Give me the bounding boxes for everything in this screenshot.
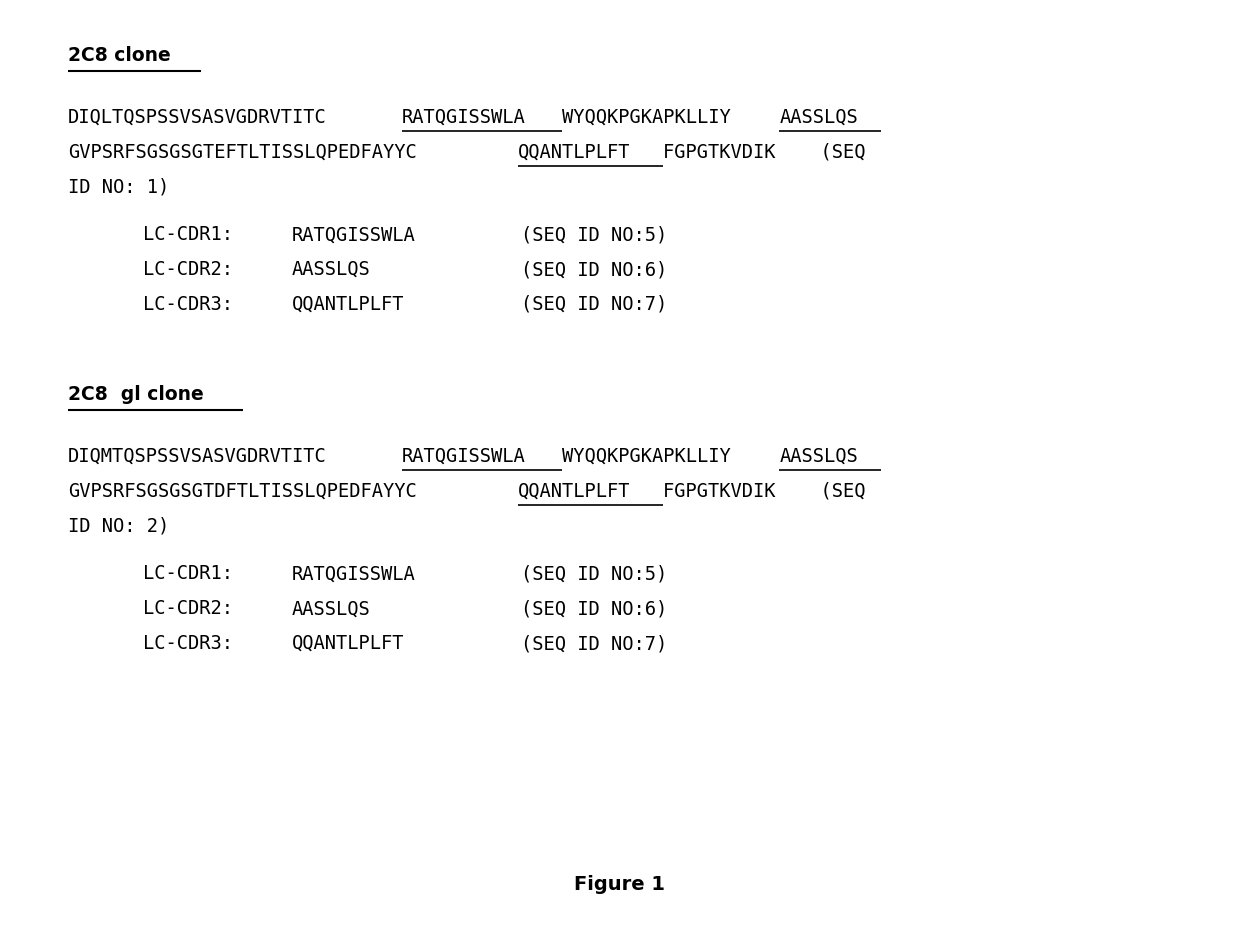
Text: (SEQ ID NO:7): (SEQ ID NO:7) xyxy=(521,634,667,653)
Text: LC-CDR3:: LC-CDR3: xyxy=(143,295,233,314)
Text: RATQGISSWLA: RATQGISSWLA xyxy=(402,447,526,465)
Text: RATQGISSWLA: RATQGISSWLA xyxy=(402,107,526,126)
Text: QQANTLPLFT: QQANTLPLFT xyxy=(291,634,404,653)
Text: (SEQ ID NO:5): (SEQ ID NO:5) xyxy=(521,225,667,244)
Text: RATQGISSWLA: RATQGISSWLA xyxy=(291,225,415,244)
Text: DIQMTQSPSSVSASVGDRVTITC: DIQMTQSPSSVSASVGDRVTITC xyxy=(68,447,327,465)
Text: (SEQ ID NO:6): (SEQ ID NO:6) xyxy=(521,599,667,618)
Text: LC-CDR2:: LC-CDR2: xyxy=(143,260,233,279)
Text: Figure 1: Figure 1 xyxy=(574,875,666,894)
Text: FGPGTKVDIK    (SEQ: FGPGTKVDIK (SEQ xyxy=(663,142,866,161)
Text: LC-CDR3:: LC-CDR3: xyxy=(143,634,233,653)
Text: ID NO: 2): ID NO: 2) xyxy=(68,516,170,535)
Text: WYQQKPGKAPKLLIY: WYQQKPGKAPKLLIY xyxy=(562,107,730,126)
Text: QQANTLPLFT: QQANTLPLFT xyxy=(291,295,404,314)
Text: GVPSRFSGSGSGTEFTLTISSLQPEDFAYYC: GVPSRFSGSGSGTEFTLTISSLQPEDFAYYC xyxy=(68,142,417,161)
Text: AASSLQS: AASSLQS xyxy=(291,260,371,279)
Text: AASSLQS: AASSLQS xyxy=(780,447,858,465)
Text: (SEQ ID NO:6): (SEQ ID NO:6) xyxy=(521,260,667,279)
Text: (SEQ ID NO:7): (SEQ ID NO:7) xyxy=(521,295,667,314)
Text: LC-CDR2:: LC-CDR2: xyxy=(143,599,233,618)
Text: QQANTLPLFT: QQANTLPLFT xyxy=(518,142,631,161)
Text: DIQLTQSPSSVSASVGDRVTITC: DIQLTQSPSSVSASVGDRVTITC xyxy=(68,107,327,126)
Text: QQANTLPLFT: QQANTLPLFT xyxy=(518,481,631,500)
Text: 2C8  gl clone: 2C8 gl clone xyxy=(68,385,203,404)
Text: 2C8 clone: 2C8 clone xyxy=(68,46,171,65)
Text: RATQGISSWLA: RATQGISSWLA xyxy=(291,564,415,583)
Text: GVPSRFSGSGSGTDFTLTISSLQPEDFAYYC: GVPSRFSGSGSGTDFTLTISSLQPEDFAYYC xyxy=(68,481,417,500)
Text: AASSLQS: AASSLQS xyxy=(291,599,371,618)
Text: LC-CDR1:: LC-CDR1: xyxy=(143,564,233,583)
Text: LC-CDR1:: LC-CDR1: xyxy=(143,225,233,244)
Text: (SEQ ID NO:5): (SEQ ID NO:5) xyxy=(521,564,667,583)
Text: FGPGTKVDIK    (SEQ: FGPGTKVDIK (SEQ xyxy=(663,481,866,500)
Text: WYQQKPGKAPKLLIY: WYQQKPGKAPKLLIY xyxy=(562,447,730,465)
Text: ID NO: 1): ID NO: 1) xyxy=(68,177,170,196)
Text: AASSLQS: AASSLQS xyxy=(780,107,858,126)
